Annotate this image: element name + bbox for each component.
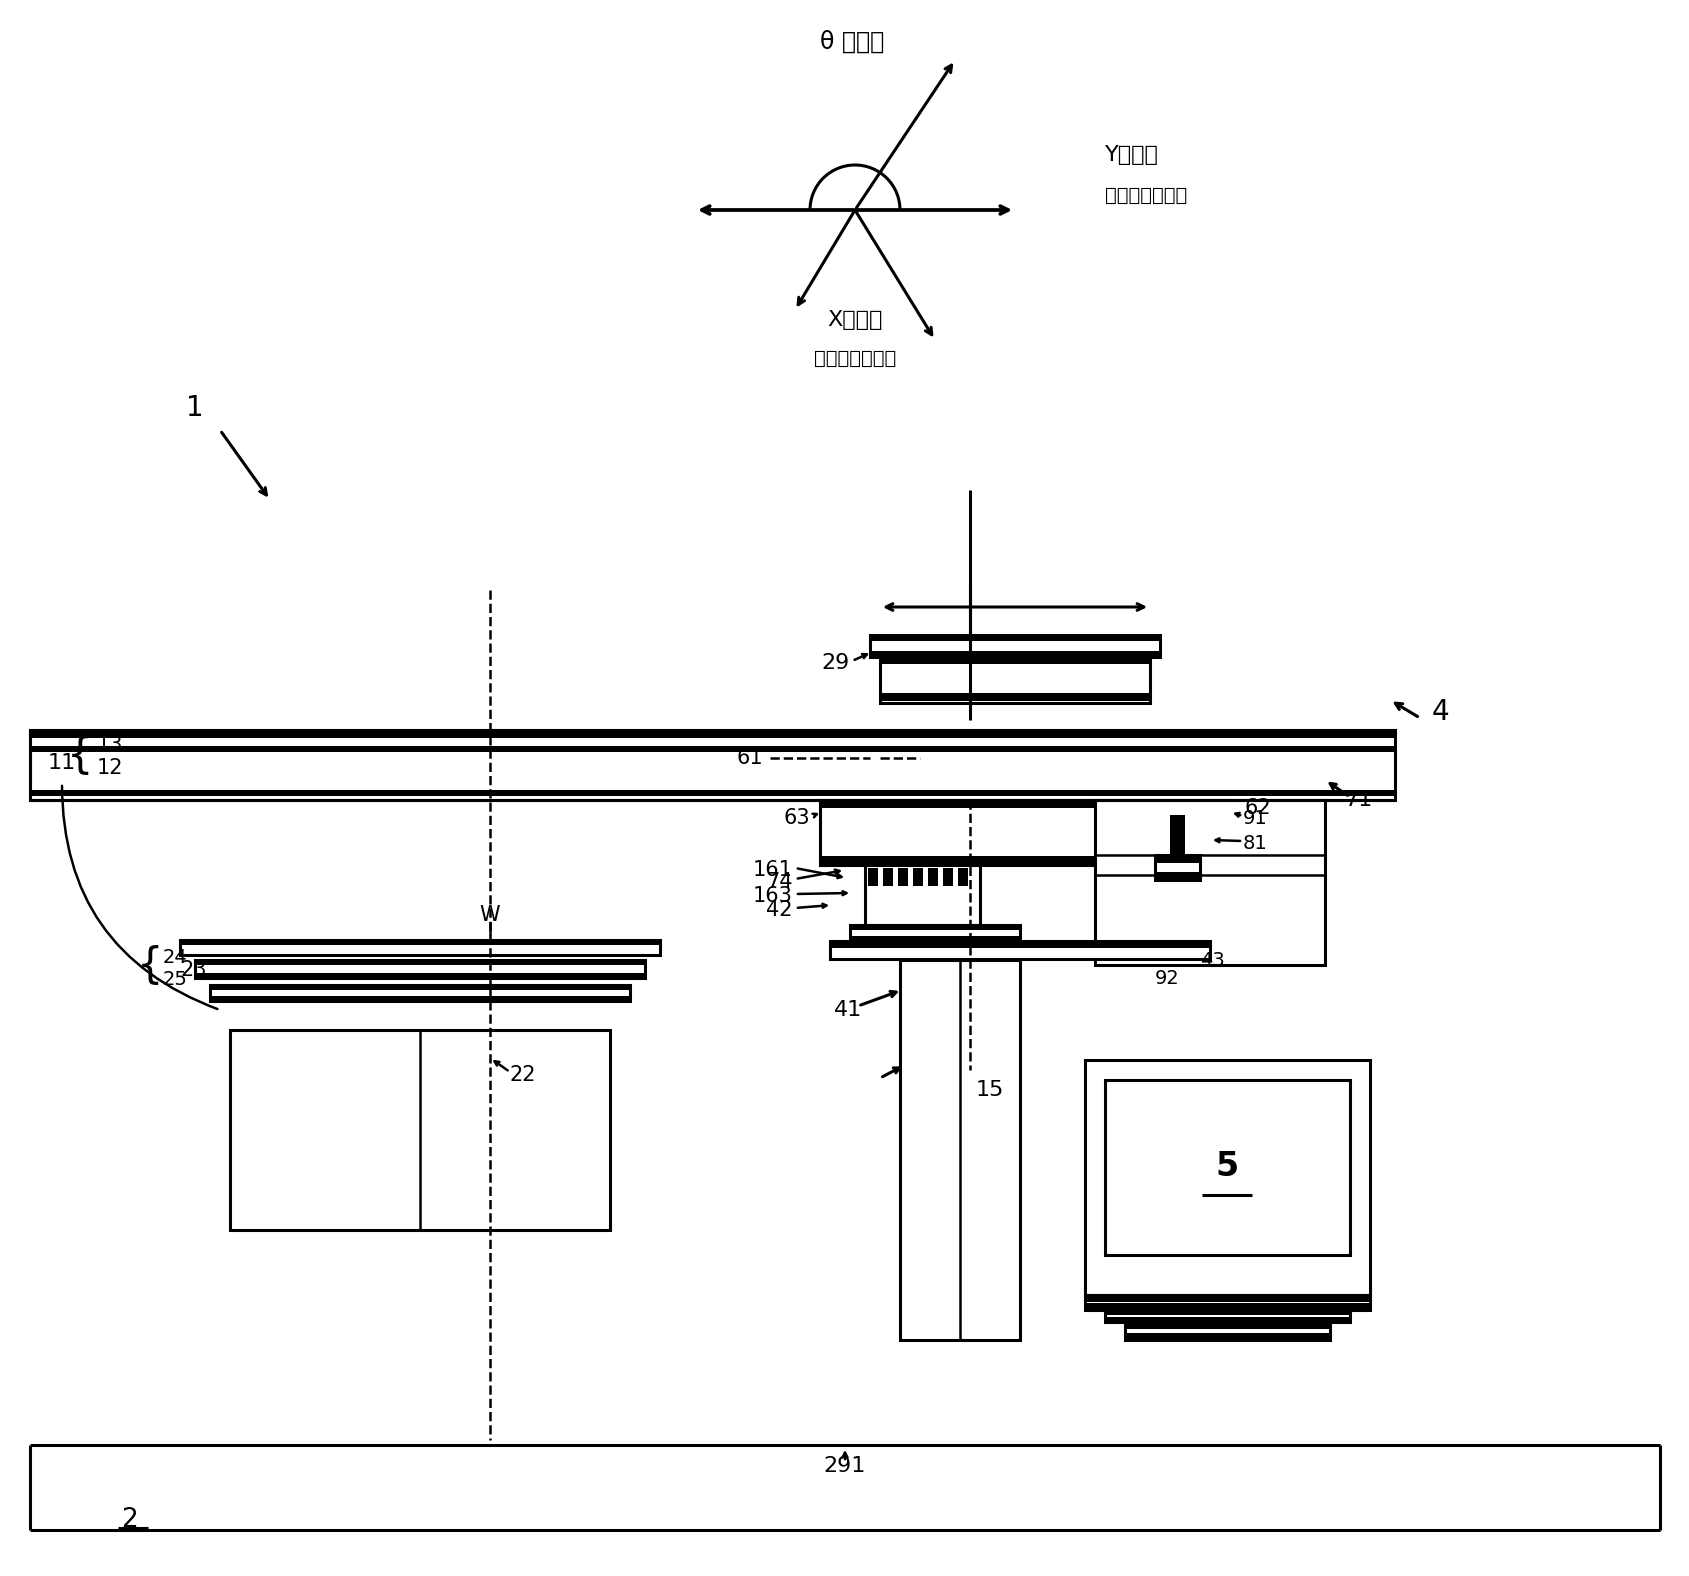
Bar bbox=[958, 868, 968, 886]
Text: 5: 5 bbox=[1216, 1150, 1238, 1184]
Bar bbox=[1084, 1295, 1370, 1310]
Bar bbox=[194, 960, 645, 979]
Text: 24: 24 bbox=[164, 947, 187, 966]
Bar bbox=[899, 868, 909, 886]
Text: 11: 11 bbox=[47, 753, 76, 772]
Text: 62: 62 bbox=[1245, 797, 1272, 818]
Text: 61: 61 bbox=[736, 749, 763, 768]
Bar bbox=[870, 651, 1160, 656]
Text: 163: 163 bbox=[753, 886, 794, 906]
Text: 1: 1 bbox=[186, 394, 204, 422]
Text: 71: 71 bbox=[1344, 790, 1371, 810]
Text: θ 轴方向: θ 轴方向 bbox=[819, 30, 885, 54]
Bar bbox=[194, 972, 645, 979]
Text: {: { bbox=[137, 946, 164, 987]
Bar bbox=[1105, 1080, 1350, 1254]
Text: 63: 63 bbox=[784, 808, 811, 827]
Text: 29: 29 bbox=[823, 652, 850, 673]
Bar bbox=[1105, 1310, 1350, 1314]
Bar bbox=[850, 925, 1020, 941]
Text: 22: 22 bbox=[510, 1065, 537, 1084]
Bar bbox=[880, 657, 1150, 703]
Text: 92: 92 bbox=[1155, 969, 1179, 988]
Bar bbox=[230, 1031, 610, 1229]
Bar bbox=[819, 801, 1230, 865]
Bar bbox=[181, 939, 660, 946]
Text: 81: 81 bbox=[1243, 834, 1268, 853]
Text: 41: 41 bbox=[834, 1001, 861, 1020]
Text: 23: 23 bbox=[181, 960, 208, 980]
Text: {: { bbox=[68, 734, 93, 777]
Bar bbox=[1084, 1295, 1370, 1302]
Text: （主扫描方向）: （主扫描方向） bbox=[814, 348, 897, 367]
Text: 12: 12 bbox=[96, 758, 123, 779]
Bar bbox=[880, 693, 1150, 701]
Bar bbox=[914, 868, 922, 886]
Bar bbox=[865, 865, 980, 925]
Bar bbox=[1084, 1303, 1370, 1310]
Bar bbox=[850, 925, 1020, 930]
Bar bbox=[1125, 1333, 1329, 1340]
Text: 42: 42 bbox=[767, 900, 794, 920]
Bar bbox=[850, 936, 1020, 941]
Bar bbox=[1155, 872, 1199, 879]
Bar bbox=[1125, 1322, 1329, 1340]
Text: 4: 4 bbox=[1431, 698, 1449, 727]
Bar bbox=[194, 960, 645, 965]
Bar bbox=[819, 856, 1230, 864]
Text: 91: 91 bbox=[1243, 808, 1268, 827]
Bar bbox=[1105, 1318, 1350, 1322]
Bar bbox=[209, 996, 630, 1001]
Bar bbox=[1105, 1310, 1350, 1322]
Bar bbox=[209, 985, 630, 990]
Bar bbox=[30, 730, 1395, 801]
Bar bbox=[829, 941, 1209, 949]
Text: 161: 161 bbox=[753, 860, 794, 879]
Text: Y轴方向: Y轴方向 bbox=[1105, 145, 1159, 165]
Text: 25: 25 bbox=[164, 969, 187, 988]
Bar bbox=[868, 868, 878, 886]
Text: 2: 2 bbox=[122, 1507, 138, 1533]
Text: 291: 291 bbox=[824, 1456, 866, 1477]
Bar bbox=[829, 941, 1209, 960]
Bar bbox=[819, 801, 1230, 808]
Text: 74: 74 bbox=[767, 872, 794, 892]
Bar bbox=[209, 985, 630, 1001]
Text: X轴方向: X轴方向 bbox=[828, 310, 883, 329]
Bar bbox=[880, 657, 1150, 663]
Bar bbox=[181, 939, 660, 955]
Bar bbox=[1125, 1322, 1329, 1329]
Bar bbox=[883, 868, 893, 886]
Bar bbox=[30, 730, 1395, 738]
Bar bbox=[30, 745, 1395, 752]
Bar bbox=[900, 960, 1020, 1340]
Bar bbox=[1155, 856, 1199, 864]
Bar bbox=[1094, 801, 1324, 965]
Bar bbox=[870, 635, 1160, 641]
Text: 15: 15 bbox=[976, 1080, 1005, 1100]
Bar bbox=[1170, 815, 1186, 856]
Text: W: W bbox=[480, 905, 500, 925]
Bar bbox=[927, 868, 937, 886]
Bar bbox=[30, 790, 1395, 796]
Text: 13: 13 bbox=[96, 734, 123, 755]
Bar bbox=[942, 868, 953, 886]
Bar bbox=[1155, 856, 1199, 879]
Text: （副扫描方向）: （副扫描方向） bbox=[1105, 186, 1187, 205]
Bar bbox=[870, 635, 1160, 657]
Text: 43: 43 bbox=[1199, 950, 1225, 969]
Bar bbox=[1084, 1061, 1370, 1295]
